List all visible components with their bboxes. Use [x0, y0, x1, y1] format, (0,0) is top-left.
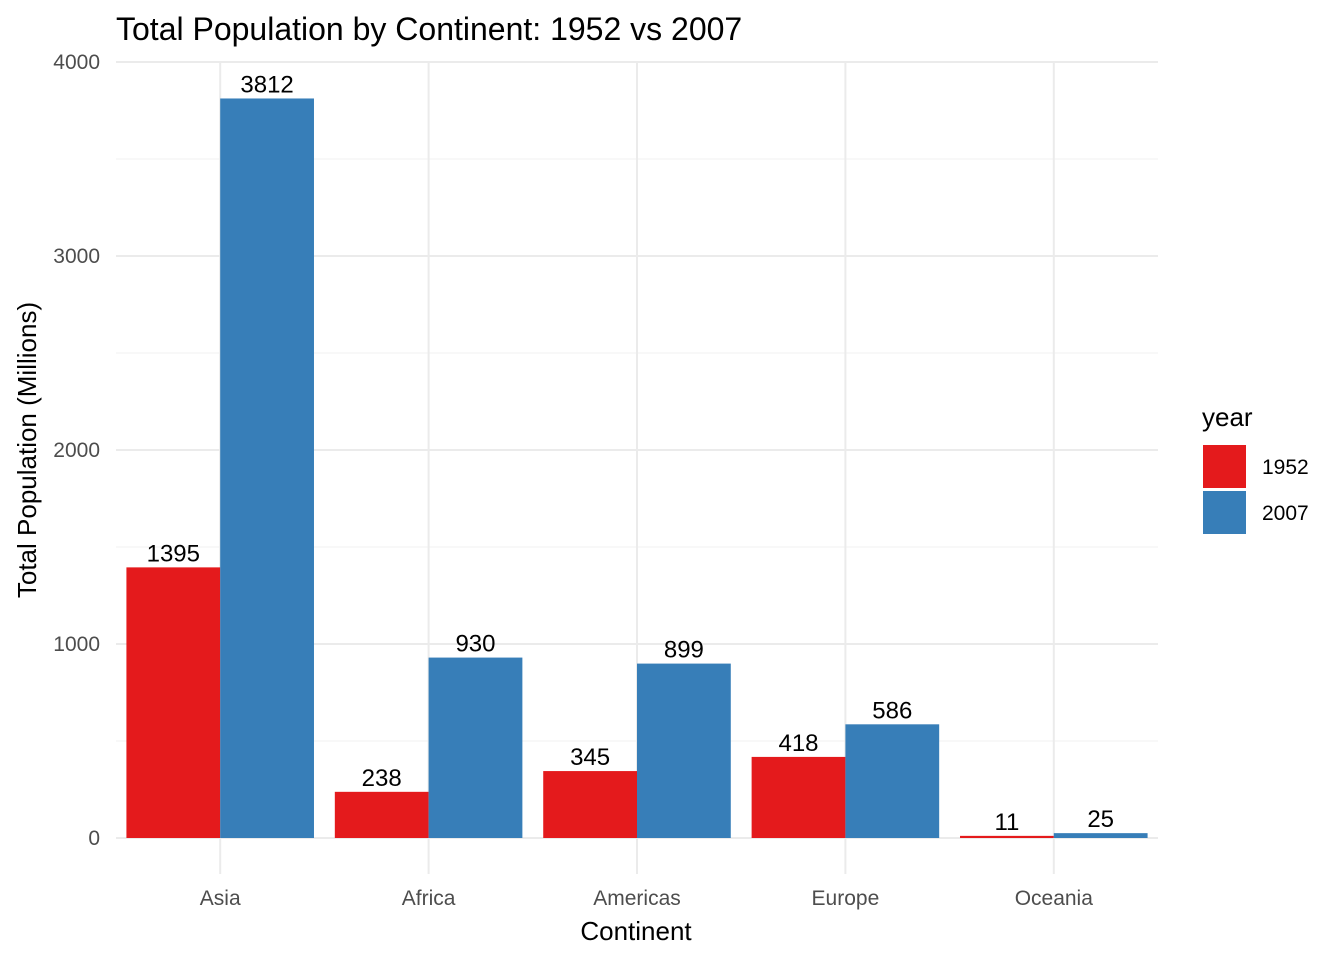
- legend-label-2007: 2007: [1262, 502, 1309, 525]
- y-tick-label: 1000: [53, 633, 100, 656]
- y-tick-label: 2000: [53, 439, 100, 462]
- x-axis-title: Continent: [580, 916, 692, 946]
- bar-1952-africa: [334, 791, 429, 838]
- bars: [126, 98, 1148, 839]
- legend-label-1952: 1952: [1262, 456, 1309, 479]
- data-label: 3812: [240, 71, 293, 98]
- y-tick-label: 0: [88, 827, 100, 850]
- data-label: 930: [455, 631, 495, 658]
- data-label: 899: [664, 637, 704, 664]
- bar-1952-asia: [126, 567, 221, 838]
- legend-title: year: [1202, 402, 1253, 432]
- chart-title: Total Population by Continent: 1952 vs 2…: [116, 11, 742, 47]
- x-axis-ticks: Asia Africa Americas Europe Oceania: [200, 887, 1093, 910]
- legend-key-1952: [1203, 445, 1246, 488]
- legend-key-2007: [1203, 491, 1246, 534]
- bar-2007-americas: [637, 663, 731, 838]
- y-tick-label: 3000: [53, 245, 100, 268]
- bar-2007-oceania: [1053, 833, 1148, 838]
- y-tick-label: 4000: [53, 51, 100, 74]
- y-axis-title: Total Population (Millions): [12, 302, 42, 598]
- data-label: 238: [362, 765, 402, 792]
- bar-labels: 1395 238 345 418 11 3812 930 899 586 25: [147, 71, 1114, 835]
- x-tick-label: Europe: [812, 887, 880, 910]
- bar-2007-asia: [220, 98, 314, 839]
- data-label: 11: [994, 809, 1019, 836]
- bar-2007-europe: [845, 724, 940, 838]
- data-label: 1395: [147, 540, 200, 567]
- data-label: 418: [778, 730, 818, 757]
- bar-1952-oceania: [960, 835, 1054, 838]
- bar-1952-americas: [543, 771, 637, 838]
- x-tick-label: Africa: [402, 887, 456, 910]
- data-label: 345: [570, 744, 610, 771]
- x-tick-label: Asia: [200, 887, 241, 910]
- bar-2007-africa: [428, 657, 523, 838]
- legend: year 1952 2007: [1202, 402, 1309, 534]
- bar-1952-europe: [751, 756, 846, 838]
- x-tick-label: Americas: [593, 887, 681, 910]
- data-label: 25: [1087, 806, 1114, 833]
- x-tick-label: Oceania: [1015, 887, 1094, 910]
- y-axis-ticks: 0 1000 2000 3000 4000: [53, 51, 100, 850]
- data-label: 586: [872, 697, 912, 724]
